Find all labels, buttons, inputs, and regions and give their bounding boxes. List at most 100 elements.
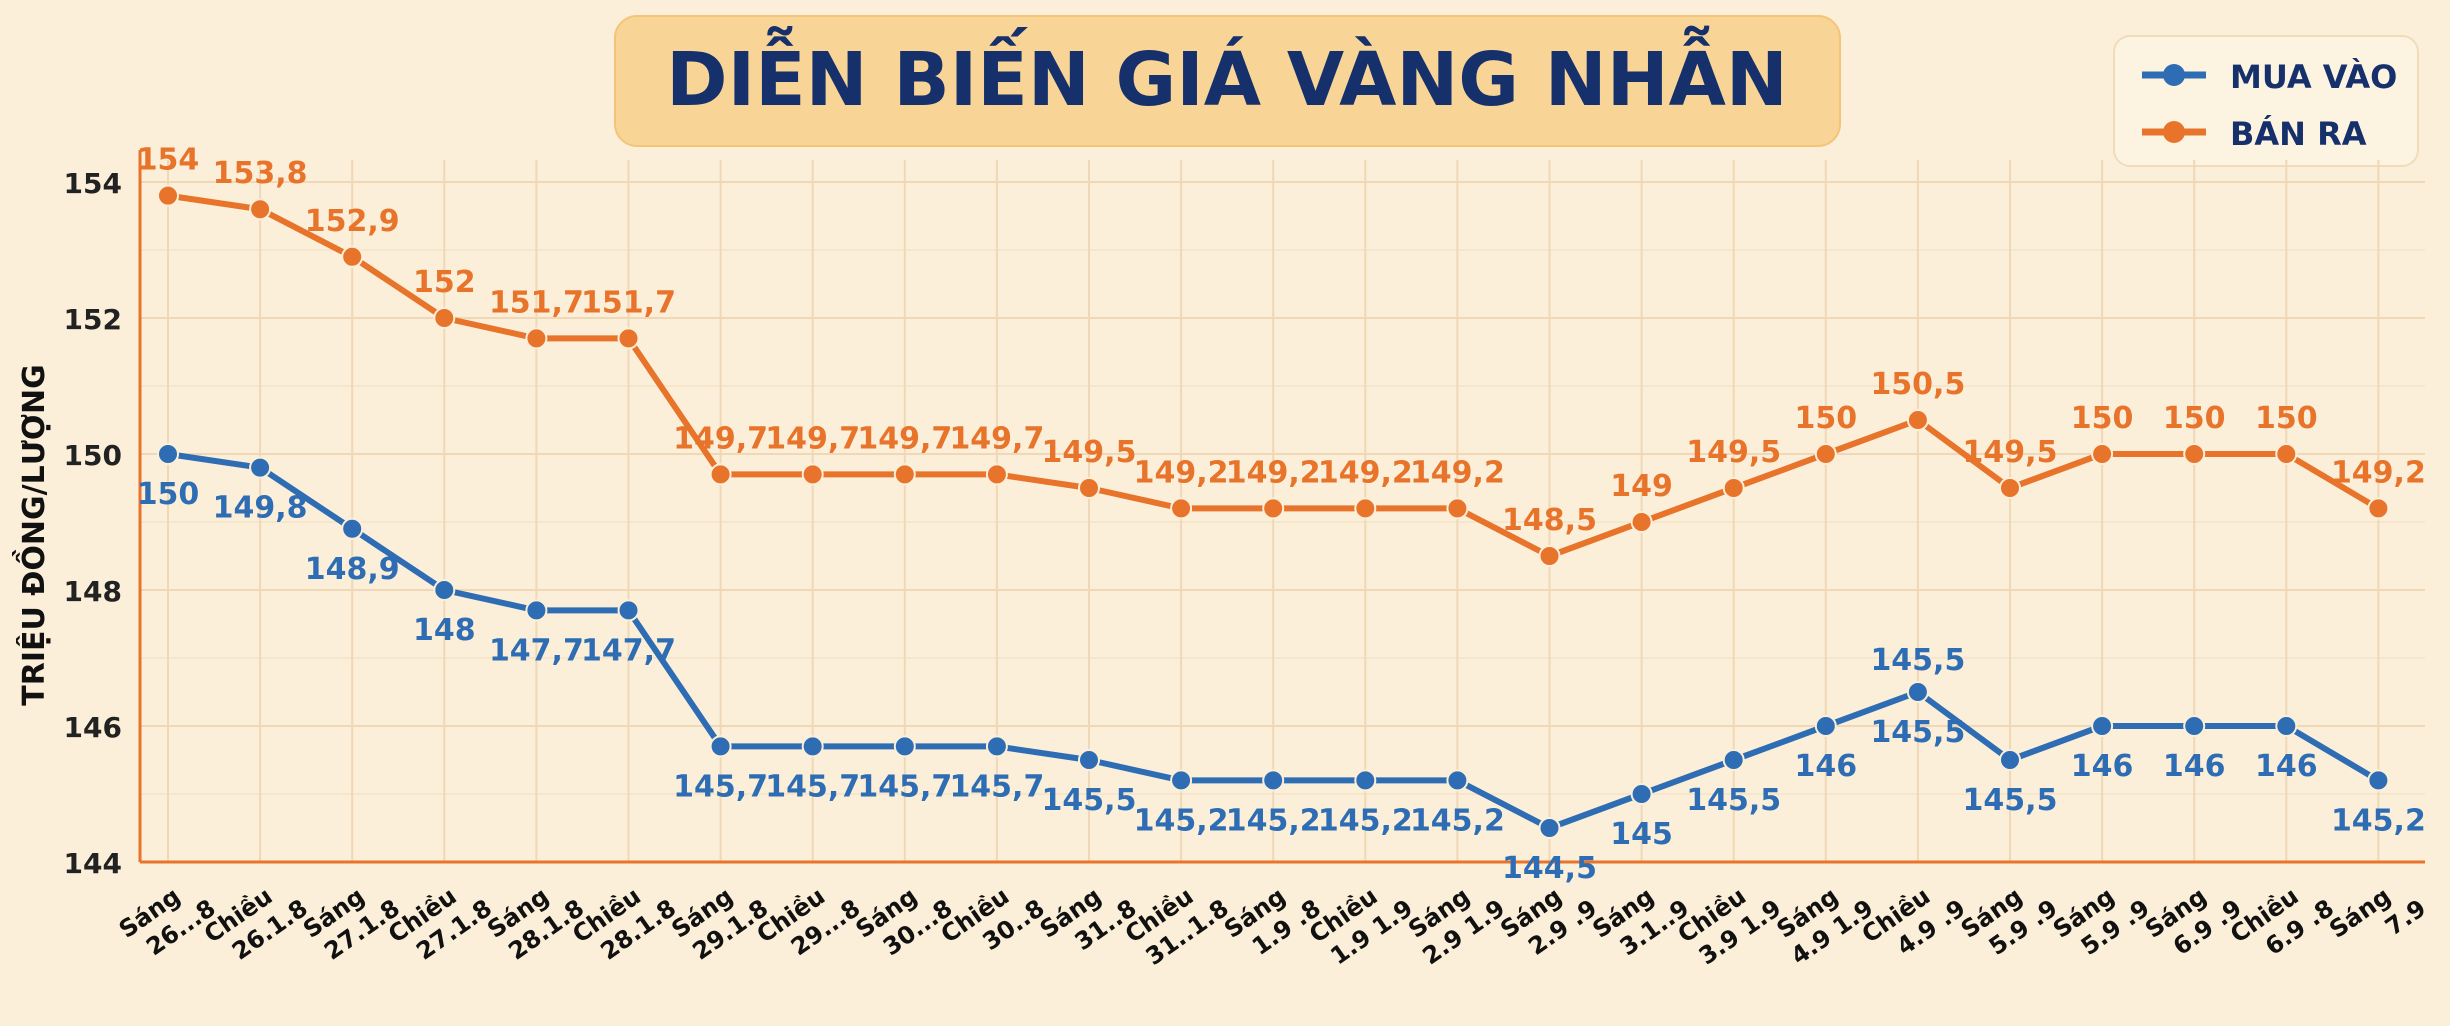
data-label-ban-ra-12: 149,2 [1226,455,1321,490]
data-label-ban-ra-21: 150 [2071,401,2134,436]
data-label-ban-ra-1: 153,8 [213,156,308,191]
point-ban-ra-21 [2091,443,2114,465]
data-label-mua-vao-5: 147,7 [581,633,676,668]
data-label-mua-vao-9: 145,7 [949,769,1044,804]
data-label-ban-ra-20: 149,5 [1963,435,2058,470]
point-ban-ra-1 [249,198,272,221]
data-label-ban-ra-15: 148,5 [1502,503,1597,538]
point-mua-vao-8 [893,735,916,758]
data-label-mua-vao-10: 145,5 [1042,783,1137,818]
data-label-ban-ra-22: 150 [2163,401,2226,436]
legend-label-ban-ra: BÁN RA [2230,115,2367,153]
point-mua-vao-9 [985,735,1008,758]
data-label-ban-ra-9: 149,7 [949,421,1044,456]
point-ban-ra-20 [1999,477,2021,499]
legend-marker-mua-vao [2163,64,2185,86]
data-label-mua-vao-2: 148,9 [305,552,400,587]
point-mua-vao-19 [1906,681,1929,703]
point-ban-ra-24 [2367,497,2390,520]
data-label-mua-vao-19: 145,5 [1870,715,1965,750]
point-mua-vao-16 [1630,783,1653,805]
data-label-mua-vao-21: 146 [2071,749,2134,784]
y-tick-label-152: 152 [64,303,122,336]
point-ban-ra-14 [1446,497,1469,520]
data-label-ban-ra-4: 151,7 [489,285,584,320]
point-ban-ra-8 [893,463,916,486]
point-ban-ra-19 [1906,409,1929,431]
data-label-ban-ra-3: 152 [413,265,476,300]
legend-item-ban-ra: BÁN RA [2142,115,2367,153]
data-label-mua-vao-6: 145,7 [673,769,768,804]
data-label-ban-ra-19: 150,5 [1870,367,1965,402]
point-ban-ra-9 [985,463,1008,486]
data-label-ban-ra-0: 154 [137,143,200,178]
data-label-ban-ra-5: 151,7 [581,285,676,320]
point-mua-vao-5 [617,599,640,622]
data-label-ban-ra-17: 149,5 [1686,435,1781,470]
data-label-mua-vao-15: 144,5 [1502,851,1597,886]
point-ban-ra-3 [433,307,456,329]
point-mua-vao-0 [157,443,179,465]
point-mua-vao-7 [801,735,824,758]
point-mua-vao-21 [2091,715,2114,737]
y-tick-label-144: 144 [64,847,122,880]
series-layer [157,184,2390,839]
data-label-mua-vao-16: 145 [1610,817,1673,852]
data-label-ban-ra-24: 149,2 [2331,455,2426,490]
point-mua-vao-23 [2275,715,2298,737]
data-label-mua-vao-18: 146 [1794,749,1857,784]
point-mua-vao-15 [1538,817,1561,839]
point-ban-ra-13 [1354,497,1377,520]
label-layer: 150 149,8148,9148147,7147,7145,7145,7145,… [137,143,2426,886]
point-ban-ra-5 [617,327,640,350]
point-ban-ra-15 [1538,545,1561,567]
point-ban-ra-6 [709,463,732,486]
y-tick-label-150: 150 [64,439,122,472]
data-label-mua-vao-4: 147,7 [489,633,584,668]
y-tick-label-148: 148 [64,575,122,608]
data-label-ban-ra-10: 149,5 [1042,435,1137,470]
point-ban-ra-11 [1170,497,1193,520]
point-mua-vao-17 [1722,749,1745,771]
point-mua-vao-12 [1262,769,1285,792]
point-mua-vao-10 [1078,749,1100,771]
point-mua-vao-14 [1446,769,1469,792]
point-mua-vao-13 [1354,769,1377,792]
data-label-mua-vao-24: 145,2 [2331,803,2426,838]
point-mua-vao-3 [433,579,456,601]
data-label-ban-ra-23: 150 [2255,401,2318,436]
data-label-ban-ra-11: 149,2 [1134,455,1229,490]
data-label-mua-vao-7: 145,7 [765,769,860,804]
data-label-ban-ra-2: 152,9 [305,204,400,239]
data-label-ban-ra-18: 150 [1794,401,1857,436]
point-ban-ra-2 [341,245,364,268]
point-mua-vao-18 [1814,715,1837,737]
data-label-mua-vao-1: 149,8 [213,491,308,526]
data-label-mua-vao-13: 145,2 [1318,803,1413,838]
legend-marker-ban-ra [2163,121,2185,143]
legend-label-mua-vao: MUA VÀO [2230,58,2397,96]
data-label-mua-vao-extra: 145,5 [1870,643,1965,678]
y-tick-label-146: 146 [64,711,122,744]
point-ban-ra-4 [525,327,548,350]
data-label-mua-vao-14: 145,2 [1410,803,1505,838]
point-ban-ra-23 [2275,443,2298,465]
y-axis-title: TRIỆU ĐỒNG/LƯỢNG [11,364,52,705]
